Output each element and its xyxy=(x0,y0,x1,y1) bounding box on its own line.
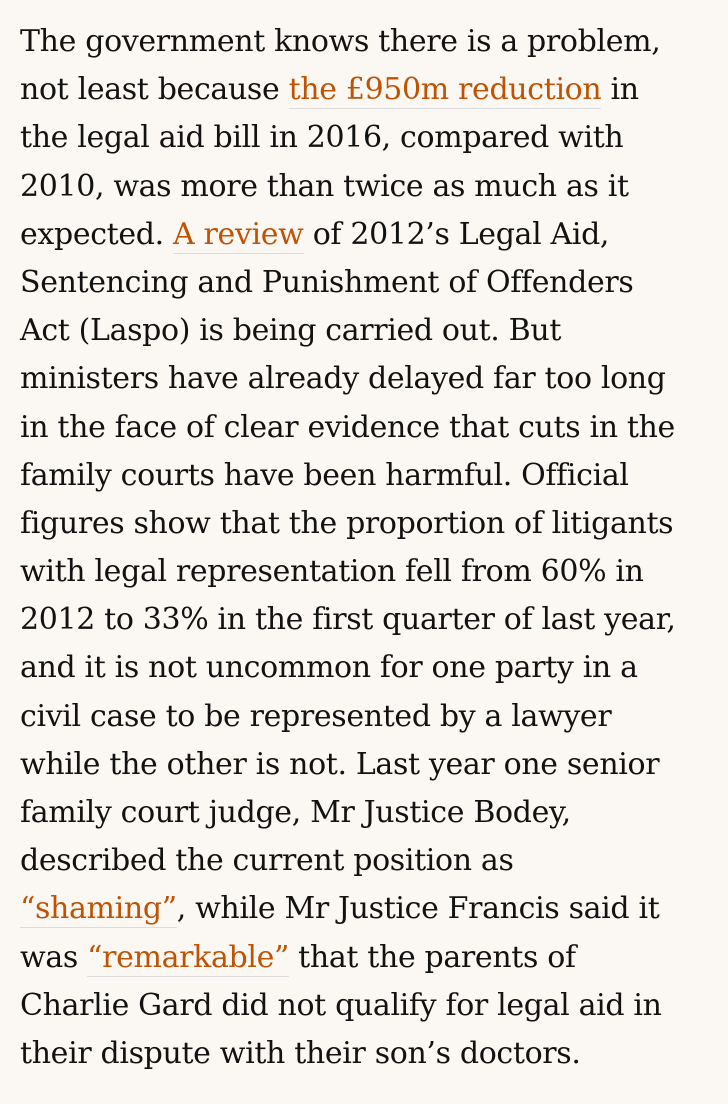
text-segment: expected. xyxy=(20,216,174,252)
text-segment: was xyxy=(20,939,88,975)
text-line: in the face of clear evidence that cuts … xyxy=(20,409,675,445)
article-paragraph: The government knows there is a problem,… xyxy=(20,18,720,1078)
text-segment: , while Mr Justice Francis said it xyxy=(176,891,660,927)
text-line: ministers have already delayed far too l… xyxy=(20,361,666,397)
text-line: family court judge, Mr Justice Bodey, xyxy=(20,795,571,830)
link-remarkable[interactable]: “remarkable” xyxy=(87,939,289,977)
text-line: was “remarkable” that the parents of xyxy=(20,934,720,982)
text-line: Act (Laspo) is being carried out. But xyxy=(20,313,562,349)
text-line: “shaming”, while Mr Justice Francis said… xyxy=(20,885,720,933)
link-a-review[interactable]: A review xyxy=(173,216,304,254)
text-line: their dispute with their son’s doctors. xyxy=(20,1035,581,1071)
text-line: and it is not uncommon for one party in … xyxy=(20,650,638,686)
text-line: described the current position as xyxy=(20,843,514,879)
text-segment: that the parents of xyxy=(288,939,576,975)
text-line: expected. A review of 2012’s Legal Aid, xyxy=(20,211,720,259)
text-segment: of 2012’s Legal Aid, xyxy=(303,216,610,252)
text-segment: in xyxy=(601,72,640,108)
text-line: 2012 to 33% in the first quarter of last… xyxy=(20,602,676,638)
text-line: with legal representation fell from 60% … xyxy=(20,554,644,590)
text-line: Charlie Gard did not qualify for legal a… xyxy=(20,987,662,1023)
text-line: the legal aid bill in 2016, compared wit… xyxy=(20,120,624,156)
text-line: Sentencing and Punishment of Offenders xyxy=(20,264,634,300)
text-line: not least because the £950m reduction in xyxy=(20,66,720,114)
text-line: family courts have been harmful. Officia… xyxy=(20,457,629,493)
text-line: civil case to be represented by a lawyer xyxy=(20,698,612,734)
text-line: 2010, was more than twice as much as it xyxy=(20,168,629,204)
text-segment: not least because xyxy=(20,72,289,108)
link-950m-reduction[interactable]: the £950m reduction xyxy=(288,72,602,110)
link-shaming[interactable]: “shaming” xyxy=(20,891,177,929)
text-line: The government knows there is a problem, xyxy=(20,24,661,59)
text-line: while the other is not. Last year one se… xyxy=(20,746,660,782)
text-line: figures show that the proportion of liti… xyxy=(20,505,674,541)
